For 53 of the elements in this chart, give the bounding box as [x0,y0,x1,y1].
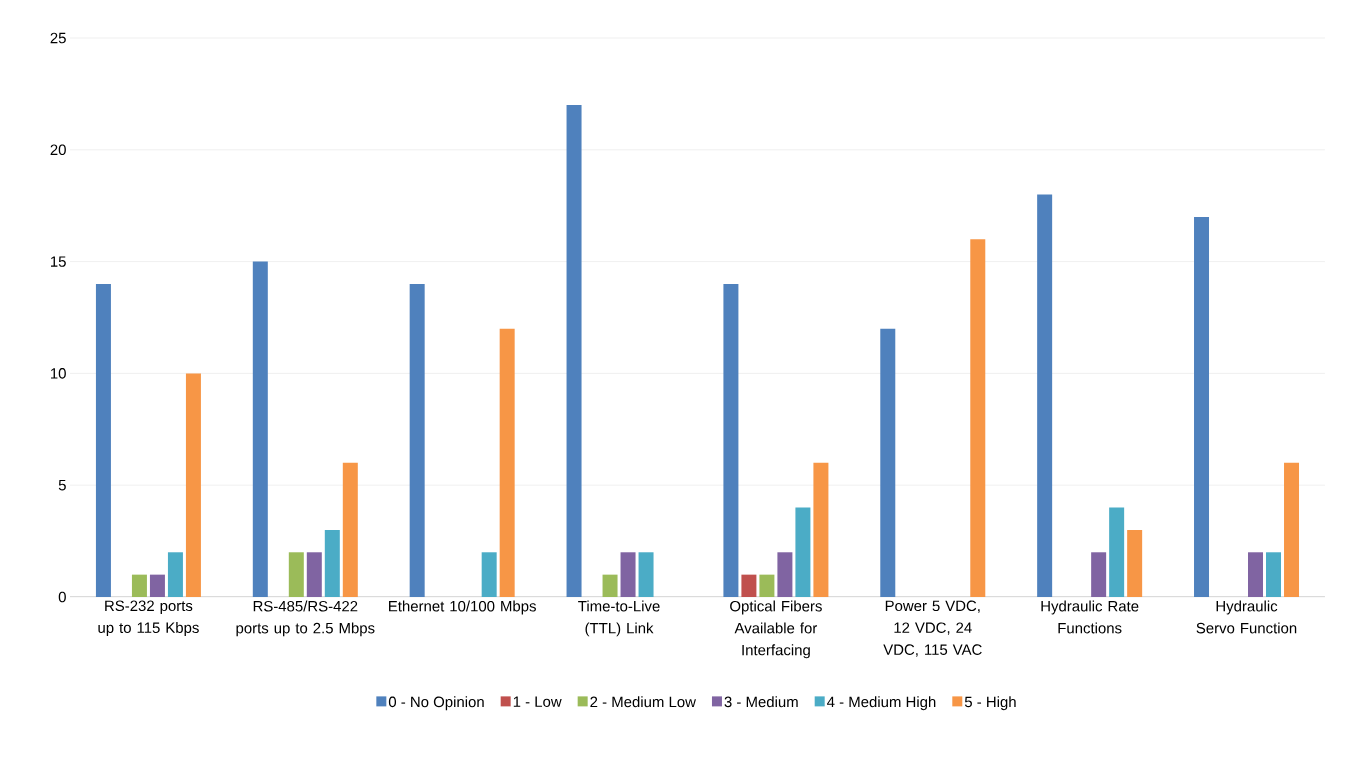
bar [1284,462,1300,597]
legend-label: 2 - Medium Low [590,696,696,708]
y-tick-label: 15 [51,256,66,267]
bar [1109,507,1125,597]
legend-label: 1 - Low [513,696,562,707]
bar [880,328,896,597]
bar [185,373,201,597]
bar [759,574,775,597]
legend-label: 5 - High [964,696,1016,711]
x-tick-label: RS-232 ports up to 115 Kbps [98,600,199,636]
bar [95,283,111,597]
x-tick-label: RS-485/RS-422 ports up to 2.5 Mbps [236,600,375,637]
bar [638,552,654,597]
bar [1248,552,1264,597]
x-tick-label: Optical Fibers Available for Interfacing [730,600,822,659]
bar [499,328,515,597]
bar [620,552,636,597]
bar [481,552,497,597]
bar [566,105,582,597]
bar [1037,194,1053,597]
bar [167,552,183,597]
x-tick-label: Ethernet 10/100 Mbps [389,600,536,615]
bar [723,283,739,597]
bar [741,574,757,597]
bar [288,552,304,597]
x-tick-label: Hydraulic Servo Function [1196,600,1297,634]
x-tick-label: Hydraulic Rate Functions [1041,600,1139,634]
bar [324,529,340,597]
bar [342,462,358,597]
bar [409,283,425,597]
x-tick-label: Time-to-Live (TTL) Link [578,600,660,637]
bar [1266,552,1282,597]
y-tick-label: 5 [58,479,66,491]
legend-label: 3 - Medium [724,696,798,708]
bar [149,574,165,597]
legend-label: 4 - Medium High [827,696,936,711]
bar [131,574,147,597]
bar [1091,552,1107,597]
bar [777,552,793,597]
bar [252,261,268,597]
bar [1127,529,1143,597]
y-tick-label: 25 [50,32,66,44]
legend-label: 0 - No Opinion [388,696,484,711]
bar [970,239,986,597]
x-tick-label: Power 5 VDC, 12 VDC, 24 VDC, 115 VAC [883,600,982,657]
bar [306,552,322,597]
bar [795,507,811,597]
bar [602,574,618,597]
y-tick-label: 20 [50,144,66,156]
bar [1194,216,1210,597]
bar [813,462,829,597]
y-tick-label: 0 [58,591,66,603]
y-tick-label: 10 [51,368,66,379]
